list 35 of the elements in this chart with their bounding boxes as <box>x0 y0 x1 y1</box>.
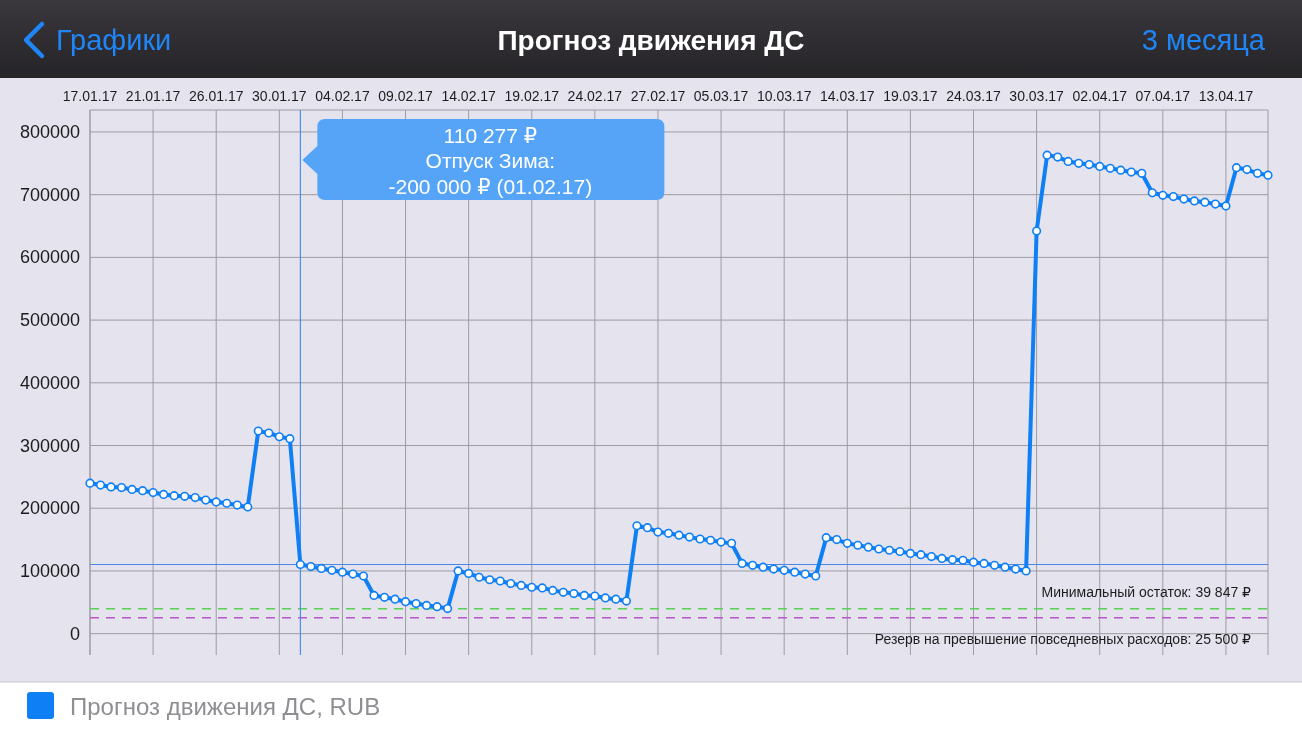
x-tick-label: 19.02.17 <box>504 88 560 104</box>
x-tick-label: 14.03.17 <box>820 88 875 104</box>
y-tick-label: 300000 <box>19 435 80 456</box>
x-tick-label: 26.01.17 <box>188 88 244 104</box>
legend-label: Прогноз движения ДС, RUB <box>70 692 381 720</box>
x-tick-label: 04.02.17 <box>315 88 370 104</box>
x-tick-label: 30.01.17 <box>252 88 307 104</box>
x-tick-label: 13.04.17 <box>1198 88 1254 104</box>
x-tick-label: 24.03.17 <box>946 88 1001 104</box>
y-tick-label: 100000 <box>19 560 80 581</box>
y-tick-label: 500000 <box>19 310 80 331</box>
annotation: 110 277 ₽ Отпуск Зима: -200 000 ₽ (01.02.17) <box>388 123 593 198</box>
y-tick-label: 800000 <box>19 121 80 142</box>
y-tick-label: 700000 <box>19 184 80 205</box>
y-tick-label: 200000 <box>19 498 80 519</box>
x-tick-label: 24.02.17 <box>567 88 623 104</box>
x-tick-label: 30.03.17 <box>1009 88 1065 104</box>
y-tick-label: 0 <box>69 623 80 644</box>
x-tick-label: 21.01.17 <box>125 88 181 104</box>
x-tick-label: 02.04.17 <box>1072 88 1128 104</box>
ref-line-label: Резерв на превышение повседневных расходов: 25 500 ₽ <box>874 630 1252 647</box>
y-tick-label: 400000 <box>19 372 80 393</box>
x-tick-label: 27.02.17 <box>630 88 686 104</box>
x-tick-label: 09.02.17 <box>378 88 433 104</box>
x-tick-label: 07.04.17 <box>1135 88 1191 104</box>
text: Графики <box>56 24 172 56</box>
chart-title: Прогноз движения ДС <box>497 24 805 56</box>
x-tick-label: 14.02.17 <box>441 88 497 104</box>
x-tick-label: 19.03.17 <box>883 88 938 104</box>
x-tick-label: 10.03.17 <box>756 88 812 104</box>
ref-line-label: Минимальный остаток: 39 847 ₽ <box>1041 583 1252 600</box>
y-tick-label: 600000 <box>19 247 80 268</box>
x-tick-label: 05.03.17 <box>693 88 749 104</box>
text: 3 месяца <box>1141 24 1266 56</box>
x-tick-label: 17.01.17 <box>62 88 118 104</box>
